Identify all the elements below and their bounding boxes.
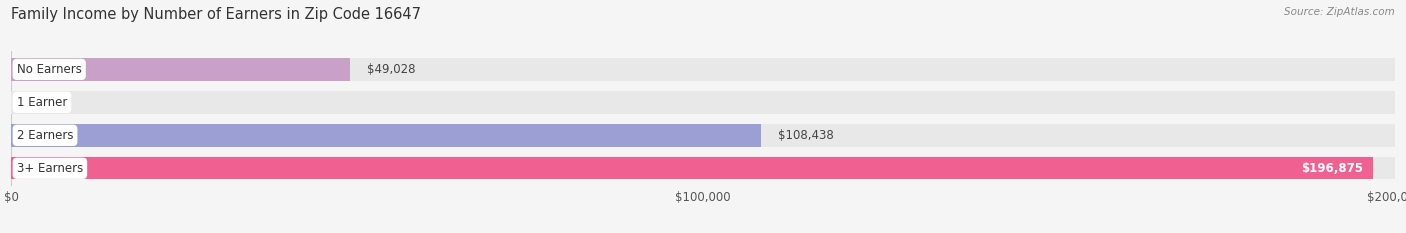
Text: No Earners: No Earners bbox=[17, 63, 82, 76]
Text: $196,875: $196,875 bbox=[1302, 162, 1364, 175]
Text: 3+ Earners: 3+ Earners bbox=[17, 162, 83, 175]
Text: $108,438: $108,438 bbox=[778, 129, 834, 142]
Text: $0: $0 bbox=[46, 96, 60, 109]
Bar bbox=[11, 58, 1395, 81]
Bar bbox=[11, 124, 1395, 147]
Bar bbox=[11, 91, 1395, 113]
Bar bbox=[11, 157, 1374, 179]
Text: 1 Earner: 1 Earner bbox=[17, 96, 67, 109]
Text: $49,028: $49,028 bbox=[367, 63, 416, 76]
Bar bbox=[11, 157, 1395, 179]
Bar bbox=[11, 58, 350, 81]
Text: Family Income by Number of Earners in Zip Code 16647: Family Income by Number of Earners in Zi… bbox=[11, 7, 422, 22]
Text: 2 Earners: 2 Earners bbox=[17, 129, 73, 142]
Bar bbox=[11, 124, 762, 147]
Text: Source: ZipAtlas.com: Source: ZipAtlas.com bbox=[1284, 7, 1395, 17]
